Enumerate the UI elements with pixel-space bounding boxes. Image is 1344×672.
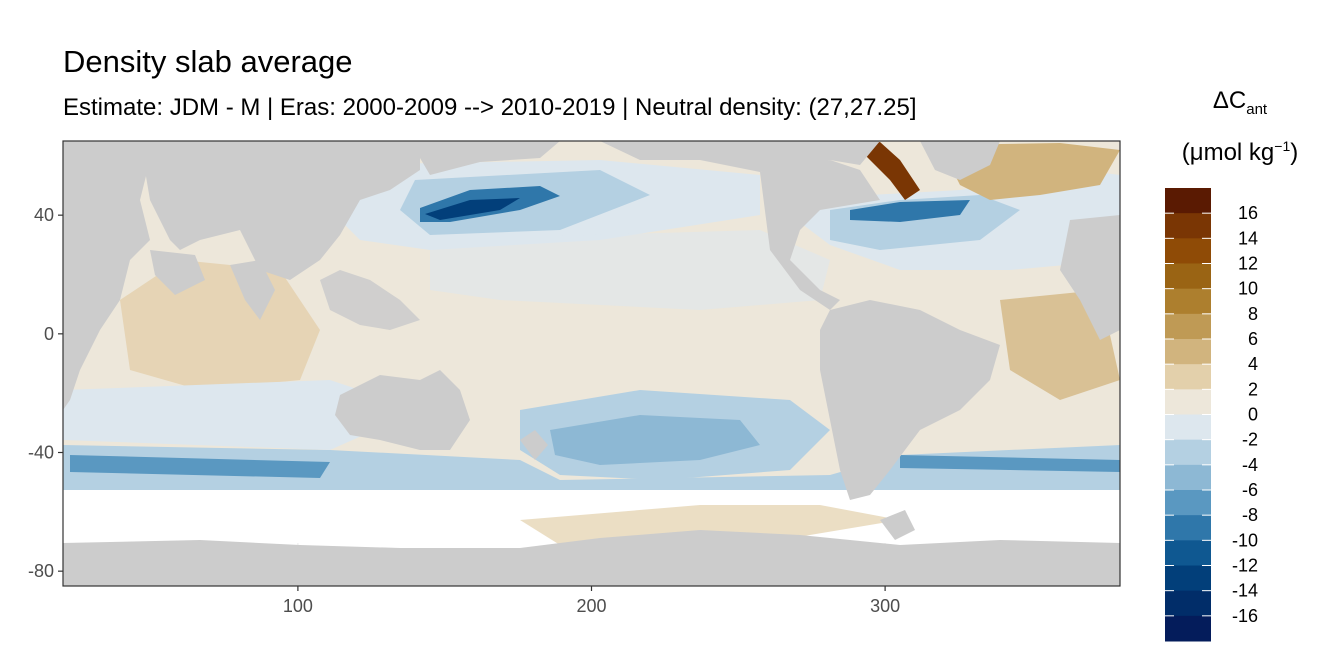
- legend-color-step: [1165, 213, 1211, 239]
- legend-color-step: [1165, 540, 1211, 566]
- legend-label: -16: [1232, 606, 1258, 626]
- legend-color-step: [1165, 288, 1211, 315]
- acc-deep: [70, 455, 330, 478]
- legend-title: ΔCant (μmol kg−1): [1160, 84, 1320, 170]
- land-siberia: [410, 141, 560, 175]
- legend-label: -6: [1242, 480, 1258, 500]
- legend-label: 6: [1248, 329, 1258, 349]
- y-axis-tick-label: 0: [44, 324, 54, 344]
- land-africa: [63, 141, 150, 410]
- legend-label: 0: [1248, 405, 1258, 425]
- land-greenland: [920, 141, 1000, 180]
- legend-color-step: [1165, 439, 1211, 466]
- legend-title-line1: ΔCant: [1212, 87, 1268, 118]
- legend-label: -8: [1242, 505, 1258, 525]
- legend-label: 16: [1238, 203, 1258, 223]
- legend-label: 8: [1248, 304, 1258, 324]
- x-axis-tick-label: 300: [870, 596, 900, 616]
- north-atlantic-jet: [850, 200, 970, 222]
- labrador-strong: [855, 142, 920, 200]
- legend-label: 4: [1248, 354, 1258, 374]
- x-axis-tick-label: 100: [283, 596, 313, 616]
- legend-color-step: [1165, 339, 1211, 365]
- acc-atlantic-deep: [900, 455, 1120, 472]
- legend-color-step: [1165, 590, 1211, 617]
- land-indonesia: [320, 270, 420, 330]
- tropical-pacific-band: [430, 230, 830, 310]
- land-africa-east: [1060, 215, 1120, 340]
- y-axis-tick-label: -40: [28, 443, 54, 463]
- legend-color-step: [1165, 490, 1211, 516]
- land-antarctic-peninsula: [880, 510, 915, 540]
- land-north-america: [760, 160, 880, 310]
- data-field: [63, 141, 1120, 545]
- legend-colorbar: 16 14 12 10 8 6 4 2 0 -2 -4 -6 -8 -10 -12 -14 -16: [1165, 188, 1258, 642]
- legend-label: -12: [1232, 556, 1258, 576]
- legend-label: 14: [1238, 228, 1258, 248]
- south-indian-blue: [63, 380, 420, 450]
- land-south-america: [820, 300, 1000, 500]
- legend-color-step: [1165, 565, 1211, 592]
- land-australia: [335, 370, 470, 450]
- legend-title-line2: (μmol kg−1): [1181, 137, 1299, 166]
- legend-color-step: [1165, 615, 1211, 642]
- legend-label: 2: [1248, 379, 1258, 399]
- legend-label: -10: [1232, 530, 1258, 550]
- land-masses: [63, 141, 1120, 586]
- land-antarctica: [63, 530, 1120, 586]
- land-new-zealand: [520, 430, 548, 460]
- legend-label: 10: [1238, 279, 1258, 299]
- legend-label: -2: [1242, 430, 1258, 450]
- map-panel: [62, 140, 1121, 587]
- legend-label: -4: [1242, 455, 1258, 475]
- north-pacific-jet-core: [425, 198, 520, 220]
- chart-subtitle: Estimate: JDM - M | Eras: 2000-2009 --> …: [63, 94, 917, 121]
- legend-color-step: [1165, 515, 1211, 541]
- x-axis-tick-label: 200: [576, 596, 606, 616]
- legend-color-step: [1165, 414, 1211, 441]
- legend-color-step: [1165, 389, 1211, 415]
- land-arabia: [150, 250, 205, 295]
- legend-color-step: [1165, 464, 1211, 491]
- legend-color-step: [1165, 238, 1211, 264]
- legend-label: 12: [1238, 254, 1258, 274]
- legend-color-step: [1165, 263, 1211, 290]
- legend-color-step: [1165, 313, 1211, 340]
- legend-color-step: [1165, 188, 1211, 214]
- legend-color-step: [1165, 364, 1211, 390]
- y-axis-tick-label: -80: [28, 561, 54, 581]
- antarctic-shelf: [520, 505, 900, 545]
- land-eurasia: [140, 141, 420, 280]
- y-axis-tick-label: 40: [34, 205, 54, 225]
- land-india: [230, 260, 275, 320]
- south-pacific-deep: [550, 415, 760, 465]
- legend-label: -14: [1232, 581, 1258, 601]
- chart-title: Density slab average: [63, 44, 353, 79]
